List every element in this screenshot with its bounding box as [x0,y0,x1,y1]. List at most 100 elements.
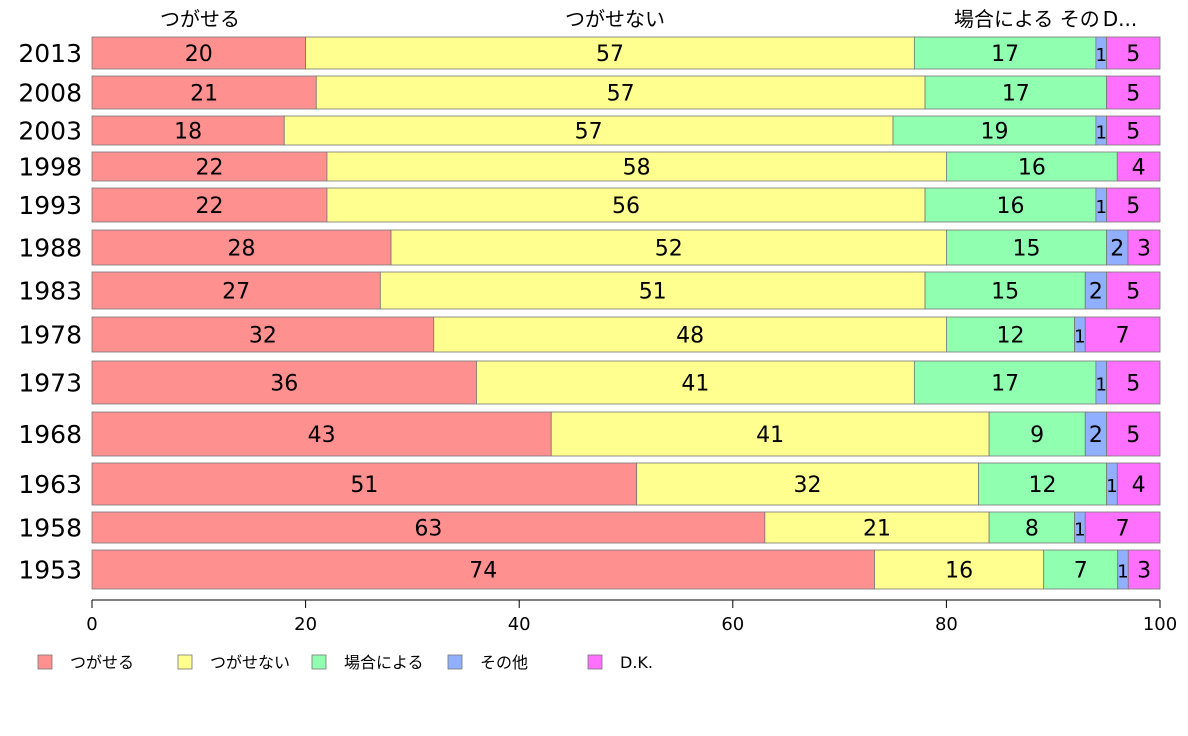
year-label: 1973 [18,369,82,398]
bar-value-label: 12 [1029,473,1057,498]
bar-value-label: 5 [1126,194,1140,219]
bar-segment [1106,36,1161,70]
bar-value-label: 15 [991,280,1019,305]
bar-segment [305,36,915,70]
legend-swatch [177,654,193,670]
bar-segment [91,75,317,110]
legend-swatch [311,654,327,670]
bar-value-label: 16 [1018,156,1046,181]
bar-segment [1127,229,1161,266]
bar-segment [892,115,1097,146]
year-label: 2008 [18,79,82,108]
bar-segment [1116,462,1161,506]
year-label: 1988 [18,234,82,263]
bar-segment [946,316,1075,353]
bar-segment [91,549,875,590]
x-tick-label: 20 [294,614,317,635]
bar-segment [91,151,328,182]
x-tick-label: 60 [721,614,744,635]
bar-segment [636,462,979,506]
bar-value-label: 52 [655,237,683,262]
bar-value-label: 5 [1126,120,1140,145]
top-label: 場合による その [954,7,1100,31]
bar-segment [91,360,477,405]
bar-segment [1106,271,1161,310]
bar-value-label: 5 [1126,372,1140,397]
bar-segment [283,115,894,146]
bar-segment [924,271,1086,310]
bar-value-label: 7 [1116,324,1130,349]
bar-segment [946,151,1118,182]
bar-value-label: 27 [222,280,250,305]
year-label: 1968 [18,420,82,449]
bar-value-label: 3 [1137,237,1151,262]
x-tick-label: 80 [935,614,958,635]
bar-segment [1127,549,1161,590]
bar-segment [326,187,926,223]
bar-value-label: 1 [1096,123,1107,144]
year-label: 2013 [18,39,82,68]
bar-segment [390,229,947,266]
bar-value-label: 1 [1096,375,1107,396]
bar-segment [1116,151,1161,182]
year-label: 1978 [18,321,82,350]
bar-value-label: 32 [794,473,822,498]
bar-segment [91,411,552,457]
bar-segment [91,36,307,70]
bar-value-label: 8 [1025,517,1039,542]
bar-value-label: 17 [991,372,1019,397]
bar-segment [1106,187,1161,223]
bar-segment [91,462,638,506]
top-label: つがせる [160,7,240,31]
bar-segment [978,462,1108,506]
bar-segment [924,187,1097,223]
bar-segment [550,411,990,457]
bar-value-label: 7 [1116,517,1130,542]
bar-value-label: 4 [1132,473,1146,498]
bar-value-label: 1 [1106,476,1117,497]
bar-segment [988,511,1075,544]
bar-value-label: 1 [1117,562,1128,583]
year-label: 1963 [18,470,82,499]
bar-value-label: 5 [1126,42,1140,67]
legend-swatch [37,654,53,670]
bar-value-label: 12 [996,324,1024,349]
top-label: つがせない [565,7,665,31]
bar-segment [315,75,926,110]
bar-segment [379,271,926,310]
bar-value-label: 2 [1110,237,1124,262]
bar-value-label: 57 [607,82,635,107]
bar-segment [1106,360,1161,405]
bar-value-label: 22 [195,194,223,219]
bar-segment [326,151,947,182]
bar-value-label: 7 [1074,559,1088,584]
bar-value-label: 51 [350,473,378,498]
bar-value-label: 48 [676,324,704,349]
bar-value-label: 15 [1013,237,1041,262]
x-tick-label: 40 [508,614,531,635]
bar-value-label: 41 [681,372,709,397]
bar-value-label: 18 [174,120,202,145]
bar-value-label: 51 [639,280,667,305]
bar-value-label: 20 [185,42,213,67]
bar-value-label: 21 [190,82,218,107]
bar-segment [91,115,285,146]
bar-segment [91,271,381,310]
bar-value-label: 1 [1074,327,1085,348]
bar-value-label: 43 [308,423,336,448]
x-axis: 0 20 40 60 80 100 [86,599,1177,635]
bar-segment [946,229,1108,266]
legend-label: つがせない [210,653,290,672]
bar-value-label: 3 [1137,559,1151,584]
bar-value-label: 21 [863,517,891,542]
legend-label: D.K. [620,653,653,672]
bar-value-label: 16 [945,559,973,584]
bar-segment [91,187,328,223]
bar-segment [1084,316,1161,353]
bar-value-label: 2 [1089,423,1103,448]
bar-segment [1106,75,1161,110]
year-label: 2003 [18,117,82,146]
bar-segment [1106,115,1161,146]
bar-value-label: 28 [228,237,256,262]
